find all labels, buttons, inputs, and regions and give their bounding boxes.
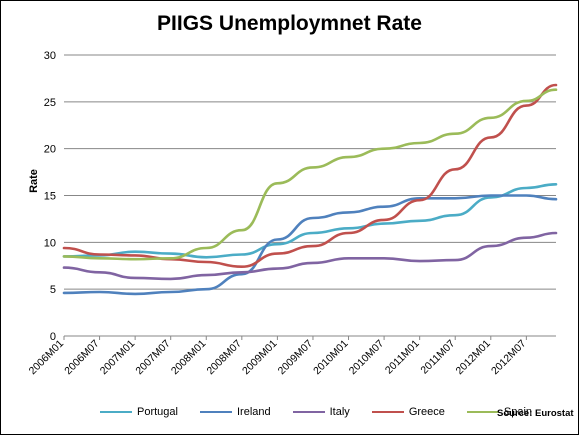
- legend-item-ireland: Ireland: [199, 406, 271, 418]
- series-line-italy: [62, 231, 558, 281]
- legend-label: Greece: [408, 406, 445, 418]
- legend-swatch: [371, 411, 404, 413]
- source-note: Source: Eurostat: [497, 408, 574, 419]
- chart-title: PIIGS Unemploymnet Rate: [157, 12, 422, 35]
- legend-item-italy: Italy: [292, 406, 350, 418]
- x-tick-label: 2012M01: [453, 338, 493, 378]
- y-tick-label: 15: [44, 191, 56, 203]
- legend-label: Spain: [503, 406, 533, 418]
- x-tick-label: 2011M01: [383, 338, 422, 377]
- x-tick-label: 2010M01: [311, 338, 351, 378]
- x-tick-label: 2010M07: [347, 338, 387, 378]
- y-tick-label: 5: [50, 284, 56, 296]
- legend-swatch: [199, 411, 232, 413]
- x-tick-label: 2006M07: [62, 338, 102, 378]
- y-tick-label: 10: [44, 237, 56, 249]
- x-tick-label: 2008M01: [169, 338, 209, 378]
- legend-item-portugal: Portugal: [100, 406, 178, 418]
- legend: Portugal Ireland Italy Greece Spain: [100, 406, 554, 418]
- legend-swatch: [292, 411, 325, 413]
- x-tick-label: 2006M01: [27, 338, 67, 378]
- x-tick-label: 2009M01: [240, 338, 280, 378]
- series-line-portugal: [62, 183, 558, 259]
- series-line-spain: [62, 88, 558, 261]
- x-tick-label: 2008M07: [204, 338, 244, 378]
- legend-label: Portugal: [137, 406, 178, 418]
- y-tick-label: 20: [44, 144, 56, 156]
- series-line-greece: [62, 83, 558, 268]
- legend-item-greece: Greece: [371, 406, 445, 418]
- x-tick-label: 2009M07: [276, 338, 316, 378]
- x-tick-label: 2007M07: [133, 338, 173, 378]
- y-tick-label: 25: [44, 97, 56, 109]
- legend-item-spain: Spain: [466, 406, 533, 418]
- y-tick-label: 0: [50, 331, 56, 343]
- legend-label: Ireland: [236, 406, 271, 418]
- legend-swatch: [466, 411, 499, 413]
- y-tick-label: 30: [44, 50, 56, 62]
- x-tick-label: 2007M01: [98, 338, 138, 378]
- legend-label: Italy: [329, 406, 350, 418]
- series-line-ireland: [62, 194, 558, 296]
- x-tick-label: 2012M07: [489, 338, 529, 378]
- x-tick-label: 2011M07: [418, 338, 457, 377]
- legend-swatch: [100, 411, 132, 413]
